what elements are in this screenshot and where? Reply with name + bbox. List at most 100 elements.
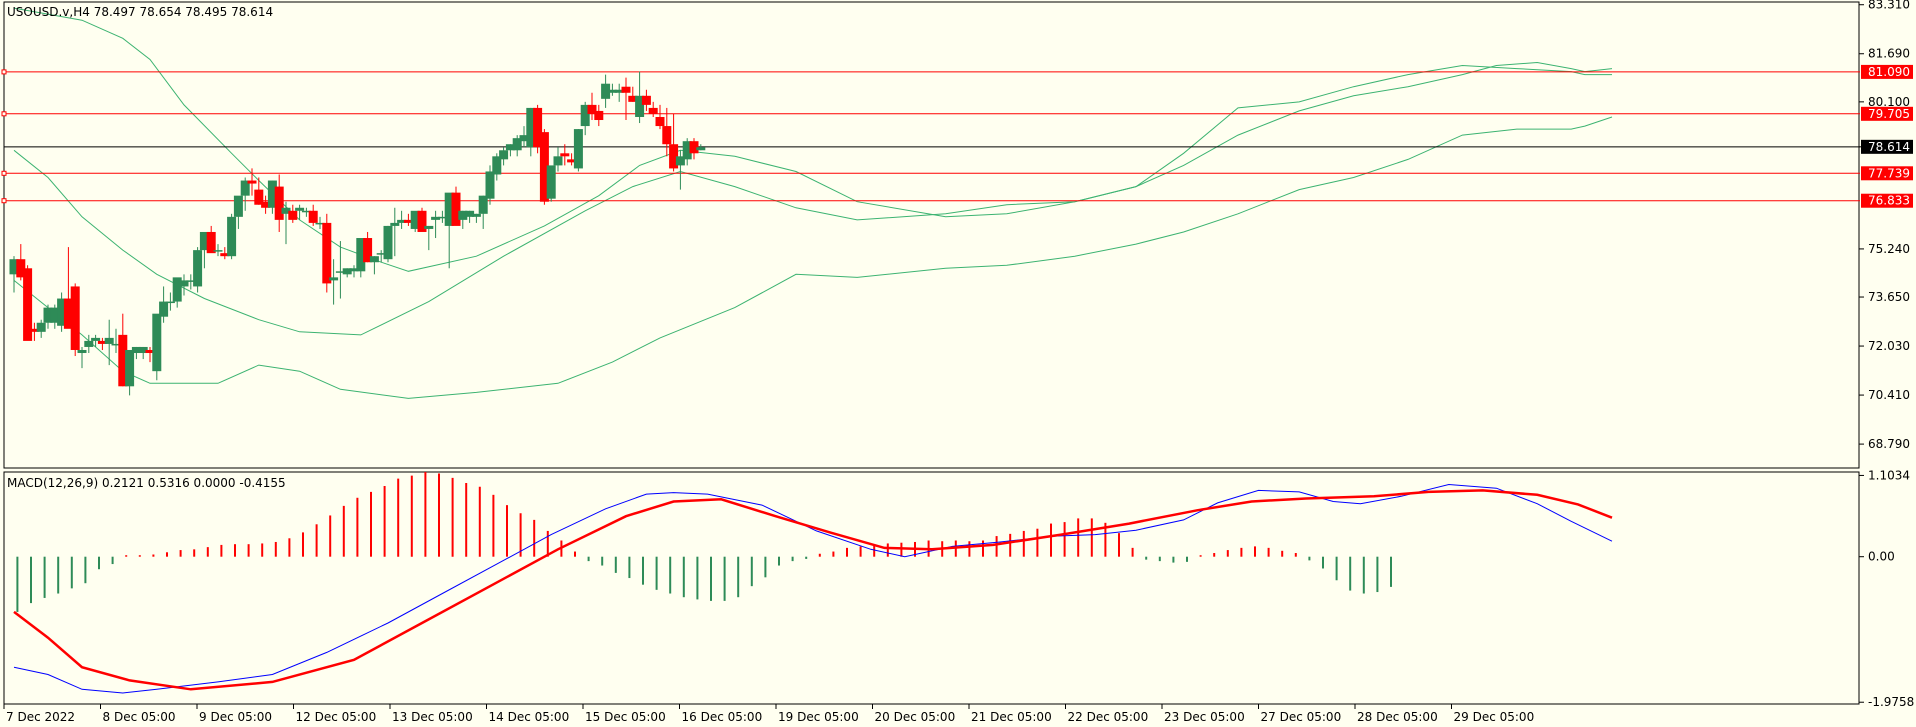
price-axis-label: 70.410 [1868,388,1910,402]
candle-body [458,210,468,220]
candle-body [342,268,352,275]
time-axis-label: 28 Dec 05:00 [1357,710,1438,724]
macd-pane[interactable]: MACD(12,26,9) 0.2121 0.5316 0.0000 -0.41… [3,471,1860,705]
candle-body [274,186,284,220]
level-line-anchor [1,69,7,75]
candle-body [594,110,604,121]
candle-body [288,210,298,220]
candlesticks [9,71,706,396]
candle-body [682,141,692,160]
candle-body [628,95,638,102]
candle-body [451,192,461,226]
candle-body [662,126,672,145]
level-line-anchor [1,111,7,117]
time-axis-label: 7 Dec 2022 [6,710,75,724]
candle-body [131,346,141,354]
level-price-tag [1861,166,1913,181]
price-pane[interactable]: USOUSD.v,H4 78.497 78.654 78.495 78.614 [1,1,1860,469]
candle-body [437,216,447,219]
candle-body [601,83,611,99]
candle-body [356,238,366,272]
candle-body [655,116,665,127]
candle-body [335,271,345,273]
price-axis-label: 83.310 [1868,0,1910,12]
current-price-tag [1861,139,1913,154]
candle-body [267,180,277,208]
candle-body [567,159,577,163]
bollinger-middle-line [13,61,1613,336]
candle-body [587,104,597,114]
candle-body [43,307,53,323]
candle-body [431,216,441,220]
level-price-tag-label: 79.705 [1868,107,1910,121]
candle-body [689,141,699,154]
candle-body [84,340,94,347]
candle-body [118,334,128,387]
candle-body [560,153,570,157]
level-price-tag [1861,106,1913,121]
candle-body [675,156,685,166]
candle-body [165,301,175,304]
candle-body [424,225,434,229]
candle-body [478,195,488,214]
candle-body [220,253,230,257]
time-axis-label: 22 Dec 05:00 [1068,710,1149,724]
candle-body [9,259,19,275]
candle-body [322,222,332,284]
price-axis-label: 72.030 [1868,339,1910,353]
candle-body [607,89,617,93]
macd-pane-frame [3,471,1860,705]
candle-body [50,307,60,323]
candle-body [533,107,543,148]
price-pane-frame [3,1,1860,469]
candle-body [152,313,162,372]
candle-body [546,165,556,199]
macd-axis-label: 1.1034 [1868,468,1910,482]
candle-body [97,340,107,344]
candle-body [512,138,522,151]
time-axis-label: 14 Dec 05:00 [489,710,570,724]
candle-body [240,180,250,196]
candle-body [23,268,33,341]
candle-body [213,250,223,252]
level-price-tag [1861,64,1913,79]
time-axis-label: 27 Dec 05:00 [1261,710,1342,724]
macd-axis-label: 0.00 [1868,550,1895,564]
candle-body [403,219,413,223]
candle-body [369,256,379,263]
candle-body [635,95,645,117]
time-axis-label: 8 Dec 05:00 [103,710,176,724]
candle-body [444,192,454,226]
price-axis-label: 81.690 [1868,47,1910,61]
time-axis-label: 13 Dec 05:00 [392,710,473,724]
current-price-tag-label: 78.614 [1868,140,1910,154]
candle-body [315,222,325,225]
candle-body [349,268,359,272]
candle-body [186,280,196,282]
candle-body [397,219,407,223]
candle-body [465,210,475,217]
level-line-anchor [1,170,7,176]
candle-body [104,337,114,344]
candle-body [410,210,420,229]
time-axis-label: 12 Dec 05:00 [296,710,377,724]
candle-body [648,107,658,114]
price-axis: 83.310 81.690 80.100 78.614 75.240 73.650 72.0… [1859,0,1913,451]
time-axis-label: 16 Dec 05:00 [682,710,763,724]
candle-body [77,349,87,354]
time-axis-label: 23 Dec 05:00 [1164,710,1245,724]
candle-body [159,301,169,317]
candle-body [519,135,529,142]
level-price-tag-label: 76.833 [1868,194,1910,208]
candle-body [91,337,101,341]
candle-body [308,210,318,223]
candle-body [172,277,182,302]
candle-body [233,195,243,217]
time-axis-label: 19 Dec 05:00 [778,710,859,724]
candle-body [16,259,26,278]
candle-body [621,86,631,93]
candle-body [227,216,237,257]
price-axis-label: 80.100 [1868,95,1910,109]
